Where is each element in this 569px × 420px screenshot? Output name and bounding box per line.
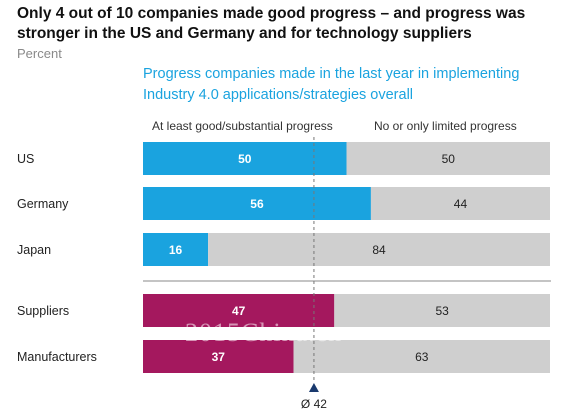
- legend-positive-label: At least good/substantial progress: [152, 119, 333, 133]
- data-label-negative: 50: [442, 152, 456, 166]
- bar-positive: [143, 233, 209, 266]
- bar-negative: [334, 294, 550, 327]
- data-label-negative: 84: [372, 243, 386, 257]
- category-label: Japan: [17, 243, 51, 257]
- data-label-positive: 56: [250, 197, 264, 211]
- bar-negative: [293, 340, 550, 373]
- data-label-negative: 63: [415, 350, 429, 364]
- bar-positive: [143, 340, 294, 373]
- bar-positive: [143, 142, 347, 175]
- category-label: Manufacturers: [17, 350, 97, 364]
- bar-negative: [346, 142, 550, 175]
- legend-negative-label: No or only limited progress: [374, 119, 517, 133]
- bar-negative: [208, 233, 550, 266]
- data-label-positive: 50: [238, 152, 252, 166]
- chart-title: Only 4 out of 10 companies made good pro…: [17, 5, 526, 42]
- data-label-negative: 44: [454, 197, 468, 211]
- category-label: Germany: [17, 197, 69, 211]
- average-label: Ø 42: [301, 397, 327, 411]
- bar-negative: [370, 187, 550, 220]
- data-label-positive: 47: [232, 304, 246, 318]
- unit-label: Percent: [17, 46, 62, 61]
- bar-positive: [143, 187, 371, 220]
- category-label: US: [17, 152, 34, 166]
- data-label-positive: 16: [169, 243, 183, 257]
- data-label-positive: 37: [212, 350, 226, 364]
- data-label-negative: 53: [435, 304, 449, 318]
- category-label: Suppliers: [17, 304, 69, 318]
- bar-positive: [143, 294, 335, 327]
- average-marker-icon: [308, 383, 319, 392]
- chart-subtitle: Progress companies made in the last year…: [143, 66, 520, 103]
